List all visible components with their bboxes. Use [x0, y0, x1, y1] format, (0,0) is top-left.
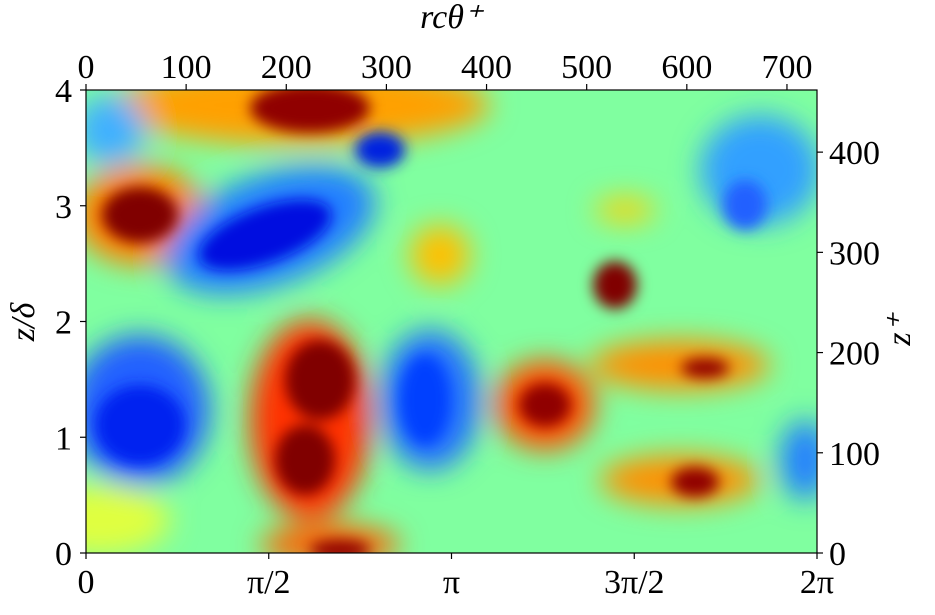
- left-tick-label: 3: [55, 189, 72, 226]
- bottom-tick-label: 2π: [800, 564, 834, 601]
- top-tick-label: 700: [761, 49, 812, 86]
- left-tick-label: 1: [55, 420, 72, 457]
- right-tick-label: 300: [829, 235, 880, 272]
- left-tick-label: 4: [55, 73, 72, 110]
- bottom-tick-label: π: [443, 564, 460, 601]
- top-tick-label: 300: [361, 49, 412, 86]
- left-axis-label: z/δ: [5, 302, 42, 343]
- top-tick-label: 200: [261, 49, 312, 86]
- top-tick-label: 100: [161, 49, 212, 86]
- top-tick-label: 400: [461, 49, 512, 86]
- right-tick-label: 0: [829, 536, 846, 573]
- bottom-tick-label: 3π/2: [604, 564, 665, 601]
- right-tick-label: 200: [829, 336, 880, 373]
- left-tick-label: 2: [55, 305, 72, 342]
- top-axis-label: rcθ⁺: [420, 0, 485, 36]
- bottom-tick-label: π/2: [247, 564, 291, 601]
- right-tick-label: 400: [829, 135, 880, 172]
- top-tick-label: 500: [561, 49, 612, 86]
- top-tick-label: 600: [661, 49, 712, 86]
- bottom-tick-label: 0: [78, 564, 95, 601]
- right-axis-label: z⁺: [881, 311, 918, 346]
- left-tick-label: 0: [55, 536, 72, 573]
- top-tick-label: 0: [78, 49, 95, 86]
- right-tick-label: 100: [829, 436, 880, 473]
- contour-field: [86, 90, 817, 553]
